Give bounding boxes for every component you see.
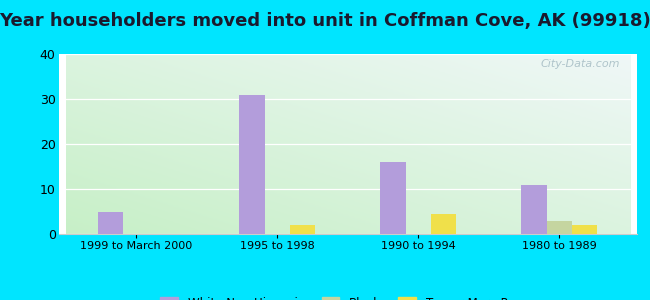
Text: Year householders moved into unit in Coffman Cove, AK (99918): Year householders moved into unit in Cof… — [0, 12, 650, 30]
Bar — [572, 225, 597, 234]
Bar — [431, 214, 456, 234]
Bar — [380, 162, 406, 234]
Bar — [521, 184, 547, 234]
Legend: White Non-Hispanic, Black, Two or More Races: White Non-Hispanic, Black, Two or More R… — [156, 292, 540, 300]
Text: City-Data.com: City-Data.com — [540, 59, 619, 69]
Bar — [290, 225, 315, 234]
Bar — [239, 94, 265, 234]
Bar — [547, 220, 572, 234]
Bar — [98, 212, 124, 234]
